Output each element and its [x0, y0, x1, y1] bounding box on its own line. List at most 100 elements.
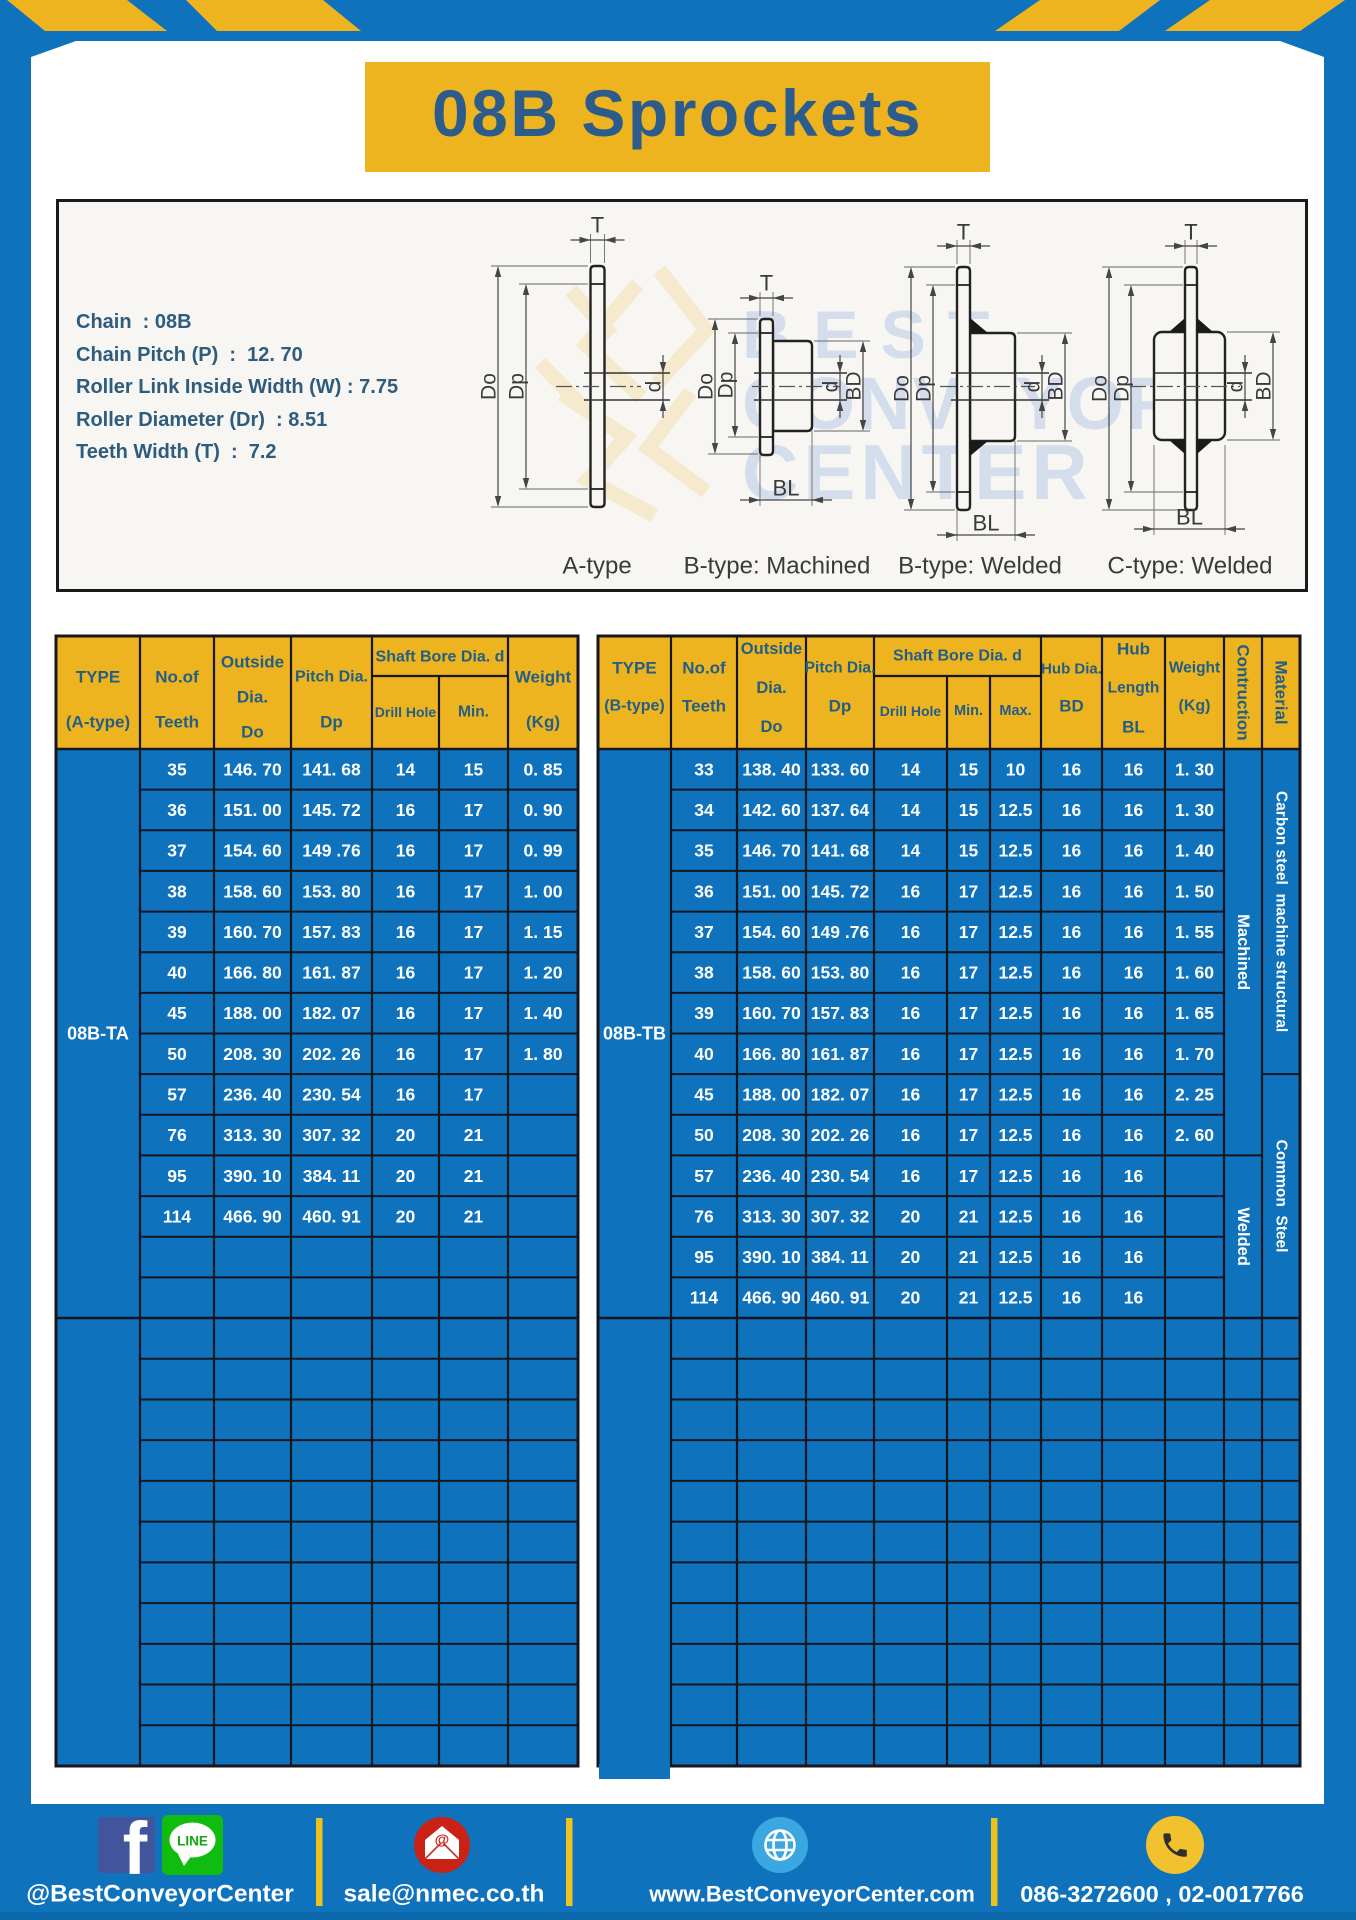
svg-text:12.5: 12.5: [998, 1084, 1032, 1104]
svg-text:45: 45: [694, 1084, 714, 1104]
svg-text:20: 20: [901, 1288, 921, 1308]
svg-text:154. 60: 154. 60: [223, 841, 282, 861]
svg-text:(A-type): (A-type): [66, 713, 130, 732]
svg-text:No.of: No.of: [155, 668, 199, 687]
svg-text:16: 16: [1124, 1125, 1144, 1145]
svg-text:1. 60: 1. 60: [1175, 963, 1214, 983]
svg-text:16: 16: [1124, 1044, 1144, 1064]
svg-text:236. 40: 236. 40: [742, 1166, 801, 1186]
svg-text:Teeth: Teeth: [155, 713, 199, 732]
svg-text:166. 80: 166. 80: [223, 963, 282, 983]
svg-text:(B-type): (B-type): [604, 698, 664, 715]
svg-text:114: 114: [163, 1206, 191, 1226]
svg-text:160. 70: 160. 70: [223, 922, 282, 942]
svg-text:16: 16: [1124, 1003, 1144, 1023]
svg-text:21: 21: [959, 1206, 979, 1226]
svg-text:145. 72: 145. 72: [302, 800, 361, 820]
svg-text:16: 16: [1062, 800, 1082, 820]
svg-text:17: 17: [959, 1084, 978, 1104]
svg-text:15: 15: [464, 759, 484, 779]
svg-text:16: 16: [396, 1084, 416, 1104]
svg-text:12.5: 12.5: [998, 1003, 1032, 1023]
svg-text:17: 17: [959, 881, 978, 901]
svg-text:17: 17: [464, 881, 483, 901]
svg-text:20: 20: [396, 1125, 416, 1145]
svg-text:Dp: Dp: [715, 372, 738, 399]
svg-text:57: 57: [694, 1166, 713, 1186]
svg-text:www.BestConveyorCenter.com: www.BestConveyorCenter.com: [648, 1882, 975, 1907]
svg-text:16: 16: [396, 963, 416, 983]
svg-text:BL: BL: [773, 476, 800, 501]
svg-text:16: 16: [901, 1044, 921, 1064]
svg-text:16: 16: [1062, 881, 1082, 901]
svg-text:Dia.: Dia.: [756, 679, 786, 697]
svg-text:36: 36: [167, 800, 187, 820]
svg-text:21: 21: [464, 1125, 484, 1145]
svg-text:16: 16: [1124, 841, 1144, 861]
svg-text:Shaft Bore Dia. d: Shaft Bore Dia. d: [893, 648, 1022, 665]
svg-text:151. 00: 151. 00: [742, 881, 801, 901]
svg-text:1. 70: 1. 70: [1175, 1044, 1214, 1064]
svg-text:Outside: Outside: [741, 640, 802, 658]
svg-text:12.5: 12.5: [998, 1206, 1032, 1226]
svg-text:20: 20: [396, 1166, 416, 1186]
svg-text:76: 76: [694, 1206, 714, 1226]
svg-text:17: 17: [464, 841, 483, 861]
svg-text:141. 68: 141. 68: [302, 759, 361, 779]
svg-text:16: 16: [1062, 922, 1082, 942]
svg-text:12.5: 12.5: [998, 963, 1032, 983]
svg-text:16: 16: [396, 800, 416, 820]
svg-text:Do: Do: [1089, 375, 1112, 402]
svg-text:2. 25: 2. 25: [1175, 1084, 1214, 1104]
svg-text:114: 114: [690, 1288, 718, 1308]
svg-text:2. 60: 2. 60: [1175, 1125, 1214, 1145]
svg-text:d: d: [1022, 381, 1045, 393]
svg-text:16: 16: [396, 922, 416, 942]
svg-text:10: 10: [1006, 759, 1026, 779]
svg-text:151. 00: 151. 00: [223, 800, 282, 820]
svg-text:138. 40: 138. 40: [742, 759, 801, 779]
svg-text:384. 11: 384. 11: [811, 1247, 869, 1267]
svg-text:1. 15: 1. 15: [524, 922, 563, 942]
svg-text:16: 16: [1124, 881, 1144, 901]
svg-text:16: 16: [1124, 800, 1144, 820]
svg-text:Material: Material: [1272, 660, 1291, 724]
svg-text:Drill Hole: Drill Hole: [880, 703, 942, 719]
svg-text:160. 70: 160. 70: [742, 1003, 801, 1023]
svg-text:153. 80: 153. 80: [302, 881, 361, 901]
svg-text:16: 16: [1124, 963, 1144, 983]
svg-text:14: 14: [901, 759, 921, 779]
svg-text:14: 14: [901, 841, 921, 861]
svg-text:Dp: Dp: [913, 375, 936, 402]
svg-text:@: @: [435, 1832, 450, 1849]
svg-text:BD: BD: [1059, 697, 1084, 716]
svg-text:12.5: 12.5: [998, 1288, 1032, 1308]
svg-text:146. 70: 146. 70: [742, 841, 801, 861]
svg-text:466. 90: 466. 90: [223, 1206, 282, 1226]
svg-text:086-3272600 , 02-0017766: 086-3272600 , 02-0017766: [1020, 1881, 1304, 1907]
svg-text:Contruction: Contruction: [1234, 644, 1253, 740]
svg-text:17: 17: [959, 963, 978, 983]
svg-text:Do: Do: [241, 723, 264, 742]
svg-text:16: 16: [1062, 1247, 1082, 1267]
svg-text:Pitch Dia.: Pitch Dia.: [805, 660, 876, 677]
svg-text:14: 14: [396, 759, 416, 779]
svg-text:Drill Hole: Drill Hole: [375, 704, 437, 720]
svg-text:35: 35: [694, 841, 714, 861]
svg-text:21: 21: [464, 1206, 484, 1226]
svg-text:20: 20: [901, 1247, 921, 1267]
svg-text:Carbon steel machine structur: Carbon steel machine structural: [1273, 791, 1290, 1032]
svg-text:1. 30: 1. 30: [1175, 800, 1214, 820]
svg-text:Machined: Machined: [1234, 914, 1252, 990]
svg-text:17: 17: [959, 1166, 978, 1186]
svg-text:Shaft Bore Dia. d: Shaft Bore Dia. d: [376, 649, 505, 666]
svg-text:153. 80: 153. 80: [811, 963, 870, 983]
svg-text:(Kg): (Kg): [1179, 698, 1211, 715]
svg-text:f: f: [123, 1807, 148, 1890]
svg-text:208. 30: 208. 30: [742, 1125, 801, 1145]
svg-text:21: 21: [464, 1166, 484, 1186]
svg-text:16: 16: [1062, 759, 1082, 779]
svg-text:188. 00: 188. 00: [223, 1003, 282, 1023]
svg-text:16: 16: [1124, 1288, 1144, 1308]
svg-text:37: 37: [694, 922, 713, 942]
